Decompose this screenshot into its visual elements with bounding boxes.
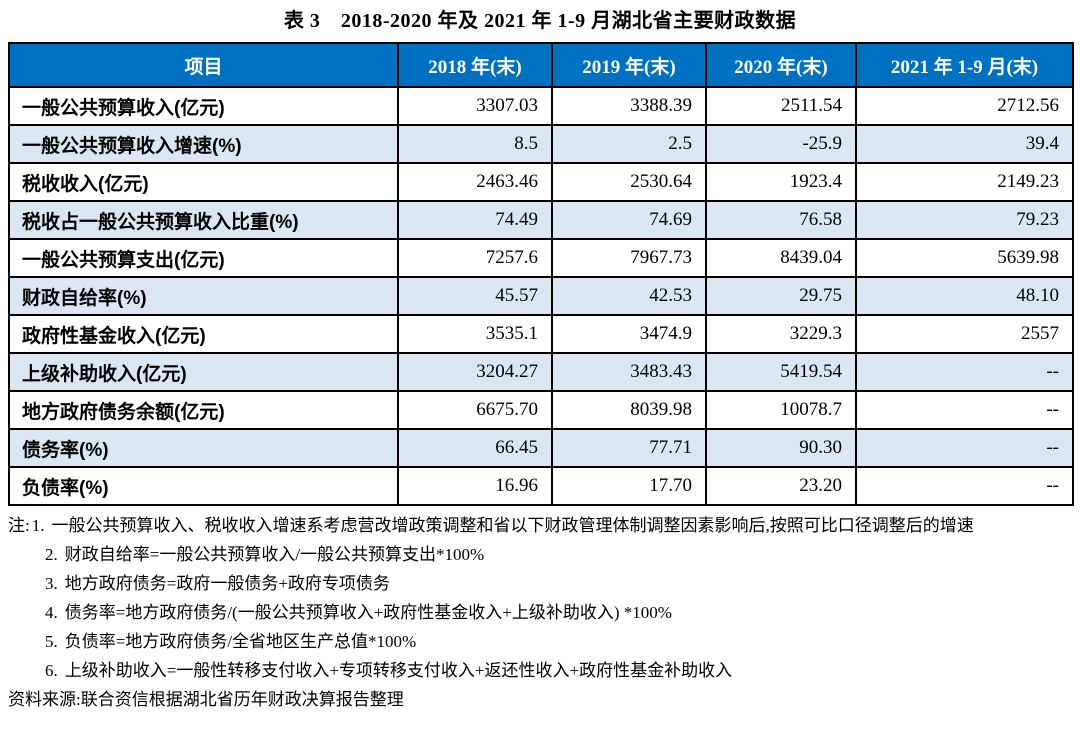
note-text: 地方政府债务=政府一般债务+政府专项债务 — [64, 574, 390, 593]
row-value: -- — [855, 466, 1074, 506]
row-value: 29.75 — [705, 276, 857, 316]
row-value: 3535.1 — [397, 314, 553, 354]
table-row: 一般公共预算支出(亿元) 7257.6 7967.73 8439.04 5639.98 — [8, 238, 1074, 278]
row-value: 6675.70 — [397, 390, 553, 430]
table-row: 地方政府债务余额(亿元) 6675.70 8039.98 10078.7 -- — [8, 390, 1074, 430]
row-value: 42.53 — [551, 276, 707, 316]
note-number: 6. — [45, 661, 58, 680]
note-number: 5. — [45, 632, 58, 651]
row-value: 8039.98 — [551, 390, 707, 430]
table-row: 政府性基金收入(亿元) 3535.1 3474.9 3229.3 2557 — [8, 314, 1074, 354]
row-value: 2557 — [855, 314, 1074, 354]
row-value: 3388.39 — [551, 86, 707, 126]
table-row: 税收占一般公共预算收入比重(%) 74.49 74.69 76.58 79.23 — [8, 200, 1074, 240]
table-row: 税收收入(亿元) 2463.46 2530.64 1923.4 2149.23 — [8, 162, 1074, 202]
row-value: 48.10 — [855, 276, 1074, 316]
row-value: -- — [855, 352, 1074, 392]
row-value: 8.5 — [397, 124, 553, 164]
row-label: 债务率(%) — [8, 428, 399, 468]
row-value: 74.49 — [397, 200, 553, 240]
note-text: 上级补助收入=一般性转移支付收入+专项转移支付收入+返还性收入+政府性基金补助收… — [64, 661, 733, 680]
row-value: 45.57 — [397, 276, 553, 316]
note-text: 负债率=地方政府债务/全省地区生产总值*100% — [64, 632, 417, 651]
row-value: 74.69 — [551, 200, 707, 240]
row-value: -25.9 — [705, 124, 857, 164]
note-line: 6. 上级补助收入=一般性转移支付收入+专项转移支付收入+返还性收入+政府性基金补… — [8, 656, 1072, 685]
row-value: 23.20 — [705, 466, 857, 506]
table-row: 一般公共预算收入(亿元) 3307.03 3388.39 2511.54 2712.56 — [8, 86, 1074, 126]
row-value: 3307.03 — [397, 86, 553, 126]
note-line: 3. 地方政府债务=政府一般债务+政府专项债务 — [8, 569, 1072, 598]
row-value: 2530.64 — [551, 162, 707, 202]
source-line: 资料来源:联合资信根据湖北省历年财政决算报告整理 — [8, 690, 404, 709]
row-value: 77.71 — [551, 428, 707, 468]
row-value: 2.5 — [551, 124, 707, 164]
row-value: -- — [855, 390, 1074, 430]
note-number: 2. — [45, 545, 58, 564]
table-body: 一般公共预算收入(亿元) 3307.03 3388.39 2511.54 2712.56… — [8, 86, 1074, 506]
row-value: 8439.04 — [705, 238, 857, 278]
row-label: 财政自给率(%) — [8, 276, 399, 316]
header-cell-2019: 2019 年(末) — [551, 42, 707, 88]
note-line: 2. 财政自给率=一般公共预算收入/一般公共预算支出*100% — [8, 540, 1072, 569]
row-value: 2712.56 — [855, 86, 1074, 126]
row-value: 3474.9 — [551, 314, 707, 354]
header-cell-2020: 2020 年(末) — [705, 42, 857, 88]
row-value: 3204.27 — [397, 352, 553, 392]
row-value: 2463.46 — [397, 162, 553, 202]
row-value: -- — [855, 428, 1074, 468]
note-number: 1. — [31, 516, 45, 535]
row-value: 2511.54 — [705, 86, 857, 126]
row-value: 1923.4 — [705, 162, 857, 202]
header-cell-2018: 2018 年(末) — [397, 42, 553, 88]
header-cell-item: 项目 — [8, 42, 399, 88]
notes-section: 注: 1. 一般公共预算收入、税收收入增速系考虑营改增政策调整和省以下财政管理体制调… — [8, 511, 1072, 685]
row-value: 3483.43 — [551, 352, 707, 392]
note-number: 4. — [45, 603, 58, 622]
row-value: 76.58 — [705, 200, 857, 240]
row-value: 5419.54 — [705, 352, 857, 392]
row-value: 7257.6 — [397, 238, 553, 278]
row-value: 5639.98 — [855, 238, 1074, 278]
table-row: 财政自给率(%) 45.57 42.53 29.75 48.10 — [8, 276, 1074, 316]
row-label: 地方政府债务余额(亿元) — [8, 390, 399, 430]
row-value: 3229.3 — [705, 314, 857, 354]
table-title: 表 3 2018-2020 年及 2021 年 1-9 月湖北省主要财政数据 — [283, 10, 797, 32]
note-line: 4. 债务率=地方政府债务/(一般公共预算收入+政府性基金收入+上级补助收入) *… — [8, 598, 1072, 627]
row-label: 税收占一般公共预算收入比重(%) — [8, 200, 399, 240]
row-label: 税收收入(亿元) — [8, 162, 399, 202]
fiscal-data-table: 项目 2018 年(末) 2019 年(末) 2020 年(末) 2021 年 … — [8, 42, 1074, 506]
table-header-row: 项目 2018 年(末) 2019 年(末) 2020 年(末) 2021 年 … — [8, 42, 1074, 88]
header-cell-2021sep: 2021 年 1-9 月(末) — [855, 42, 1074, 88]
note-text: 一般公共预算收入、税收收入增速系考虑营改增政策调整和省以下财政管理体制调整因素影… — [51, 516, 974, 535]
notes-prefix: 注: — [8, 516, 30, 535]
row-value: 79.23 — [855, 200, 1074, 240]
row-value: 90.30 — [705, 428, 857, 468]
row-value: 10078.7 — [705, 390, 857, 430]
row-value: 39.4 — [855, 124, 1074, 164]
row-label: 一般公共预算收入增速(%) — [8, 124, 399, 164]
row-label: 政府性基金收入(亿元) — [8, 314, 399, 354]
note-line: 5. 负债率=地方政府债务/全省地区生产总值*100% — [8, 627, 1072, 656]
row-value: 2149.23 — [855, 162, 1074, 202]
row-label: 一般公共预算支出(亿元) — [8, 238, 399, 278]
table-row: 债务率(%) 66.45 77.71 90.30 -- — [8, 428, 1074, 468]
table-row: 负债率(%) 16.96 17.70 23.20 -- — [8, 466, 1074, 506]
table-row: 上级补助收入(亿元) 3204.27 3483.43 5419.54 -- — [8, 352, 1074, 392]
note-number: 3. — [45, 574, 58, 593]
table-row: 一般公共预算收入增速(%) 8.5 2.5 -25.9 39.4 — [8, 124, 1074, 164]
note-text: 财政自给率=一般公共预算收入/一般公共预算支出*100% — [64, 545, 485, 564]
row-value: 17.70 — [551, 466, 707, 506]
row-value: 16.96 — [397, 466, 553, 506]
row-label: 负债率(%) — [8, 466, 399, 506]
row-value: 7967.73 — [551, 238, 707, 278]
row-label: 一般公共预算收入(亿元) — [8, 86, 399, 126]
note-text: 债务率=地方政府债务/(一般公共预算收入+政府性基金收入+上级补助收入) *10… — [64, 603, 672, 622]
row-value: 66.45 — [397, 428, 553, 468]
row-label: 上级补助收入(亿元) — [8, 352, 399, 392]
note-line: 注: 1. 一般公共预算收入、税收收入增速系考虑营改增政策调整和省以下财政管理体制调… — [8, 511, 1072, 540]
